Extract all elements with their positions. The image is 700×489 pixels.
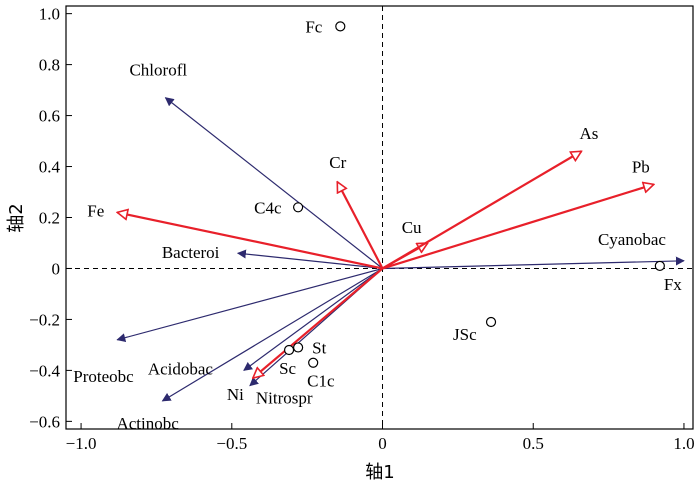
label-bacteroi: Bacteroi [162, 243, 220, 262]
y-tick-label: 0.2 [39, 209, 60, 228]
label-c4c: C4c [254, 198, 282, 217]
env-vector-cr [336, 182, 384, 269]
species-vector-acidobac [243, 267, 383, 371]
zero-lines [66, 6, 693, 429]
species-vector-cyanobac [382, 256, 685, 270]
label-cr: Cr [329, 153, 346, 172]
species-vector-actinobc [161, 267, 383, 402]
label-jsc: JSc [453, 325, 477, 344]
label-fx: Fx [664, 275, 682, 294]
y-tick-label: −0.6 [29, 412, 60, 431]
label-proteobc: Proteobc [73, 367, 134, 386]
vector-labels: Chlorofl Bacteroi Cyanobac Proteobc Acidobac… [73, 17, 682, 433]
label-ni: Ni [227, 385, 244, 404]
label-sc: Sc [279, 359, 296, 378]
label-as: As [579, 124, 598, 143]
x-tick-label: 1.0 [673, 434, 694, 453]
site-point-sc [283, 344, 295, 356]
y-tick-label: −0.4 [29, 361, 60, 380]
env-vector-pb [382, 184, 654, 270]
species-vectors [116, 97, 685, 402]
y-tick-label: 0.4 [39, 158, 61, 177]
x-tick-label: −1.0 [66, 434, 97, 453]
axis-ticks: −1.0 −0.5 0 0.5 1.0 −0.6 −0.4 −0.2 0 0.2 0.4 0.6 0.8… [29, 5, 694, 453]
label-acidobac: Acidobac [148, 359, 214, 378]
y-tick-label: 0.8 [39, 56, 60, 75]
x-tick-label: −0.5 [216, 434, 247, 453]
site-points [283, 21, 665, 368]
x-axis-title: 轴1 [365, 462, 394, 483]
site-point-fx [654, 260, 665, 272]
label-fe: Fe [87, 201, 104, 220]
label-actinobc: Actinobc [116, 414, 179, 433]
species-vector-proteobc [116, 267, 383, 343]
label-c1c: C1c [307, 372, 335, 391]
species-vector-chlorofl [164, 97, 383, 269]
env-vector-ni [253, 267, 384, 378]
env-vector-as [381, 150, 582, 270]
x-tick-label: 0.5 [523, 434, 544, 453]
label-pb: Pb [632, 157, 650, 176]
y-tick-label: 1.0 [39, 5, 60, 24]
label-chlorofl: Chlorofl [129, 61, 187, 80]
y-tick-label: 0 [52, 259, 61, 278]
site-point-fc [335, 21, 346, 32]
y-axis-title: 轴2 [6, 203, 27, 232]
environment-vectors [117, 150, 654, 378]
species-vector-bacteroi [236, 249, 383, 270]
label-st: St [312, 338, 326, 357]
site-point-jsc [485, 316, 497, 328]
site-point-st [293, 342, 304, 353]
label-cu: Cu [402, 218, 422, 237]
env-vector-fe [117, 212, 383, 270]
site-point-c4c [293, 202, 304, 213]
site-point-c1c [308, 357, 319, 368]
label-nitrospr: Nitrospr [256, 389, 313, 408]
label-cyanobac: Cyanobac [598, 230, 666, 249]
y-tick-label: 0.6 [39, 107, 60, 126]
label-fc: Fc [305, 17, 322, 36]
x-tick-label: 0 [378, 434, 387, 453]
y-tick-label: −0.2 [29, 310, 60, 329]
